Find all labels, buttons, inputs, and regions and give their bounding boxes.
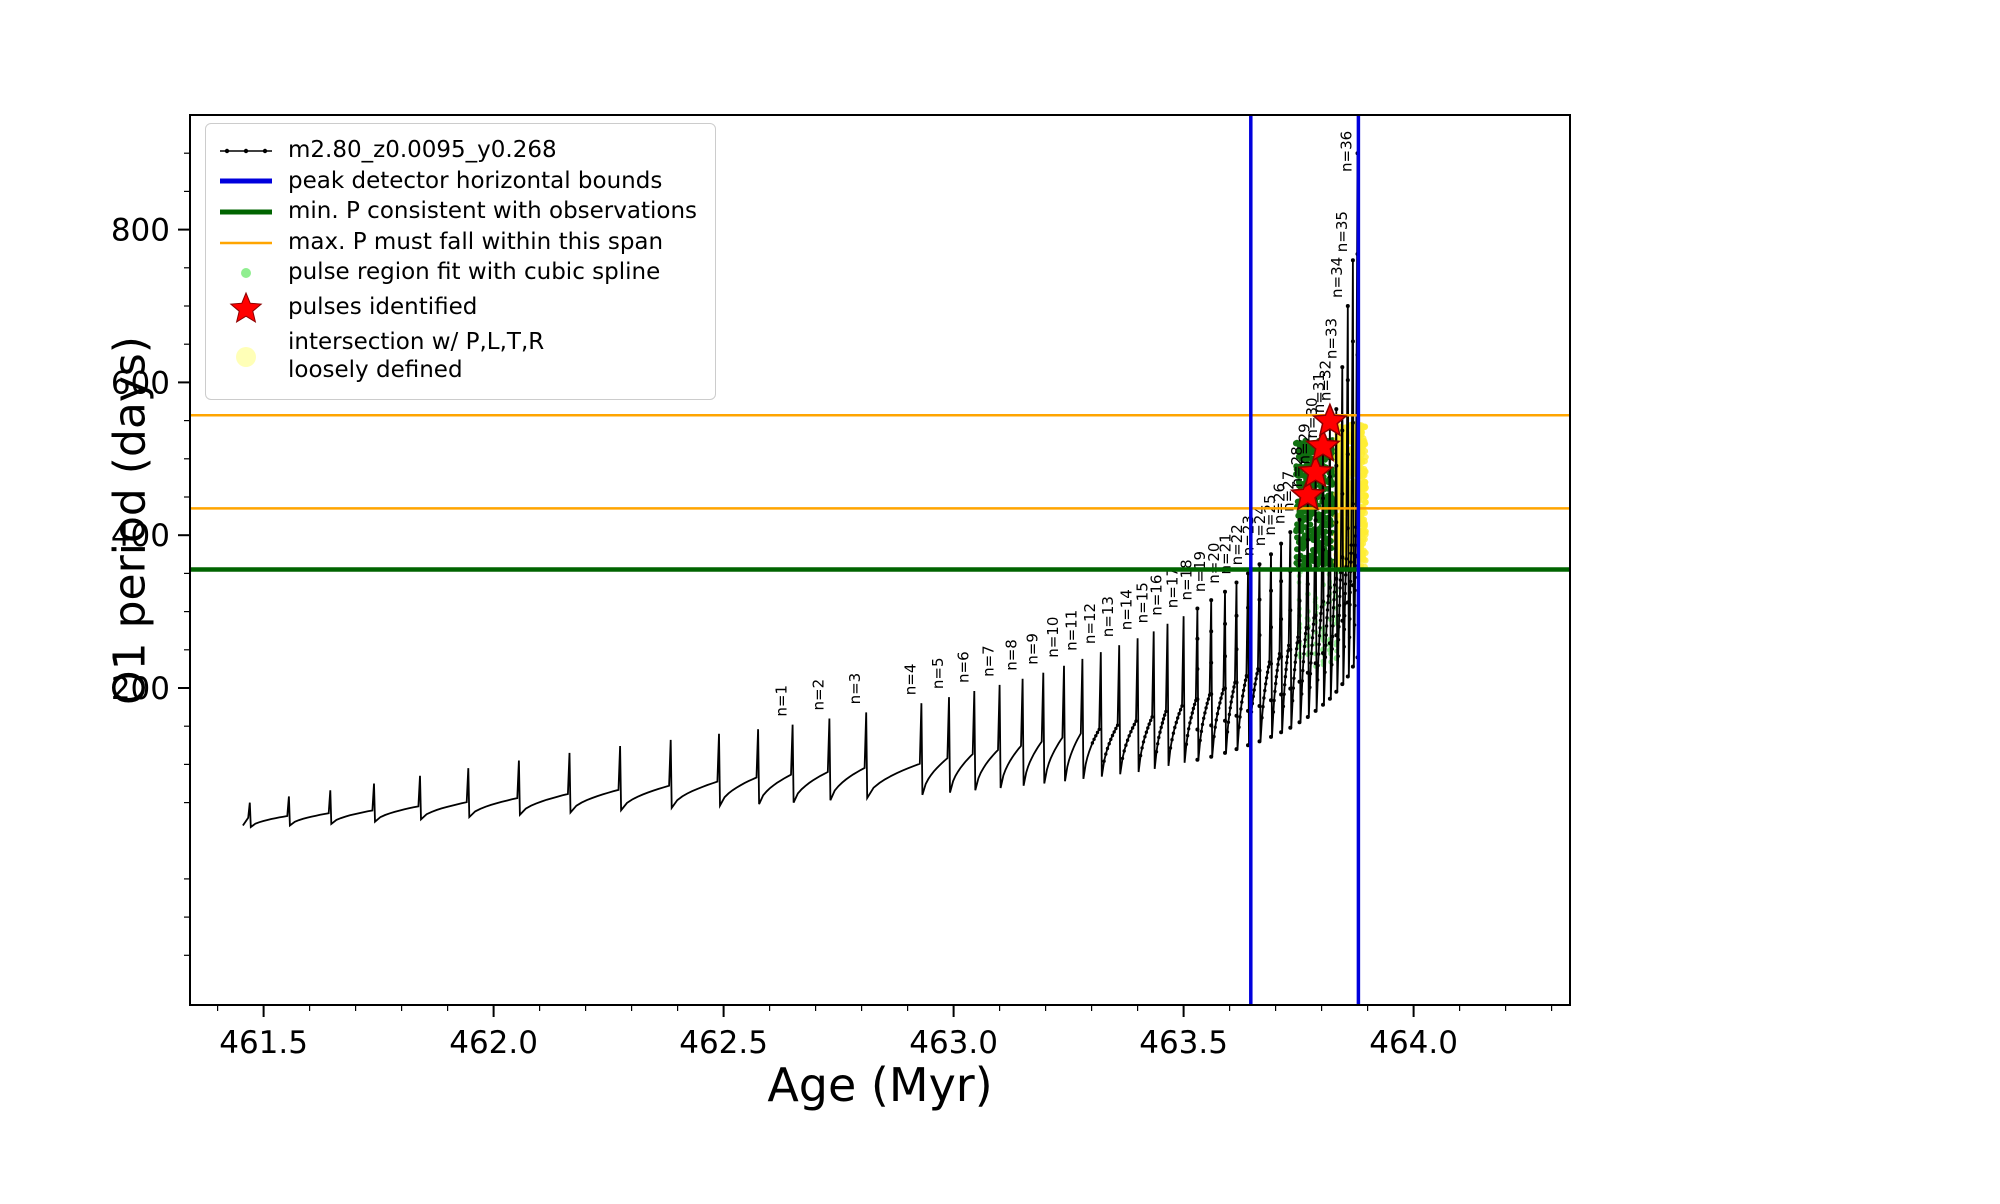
pulse-star bbox=[1304, 427, 1341, 462]
svg-text:n=13: n=13 bbox=[1099, 596, 1117, 637]
legend-entry-pulses-identified: pulses identified bbox=[218, 290, 697, 326]
svg-text:n=12: n=12 bbox=[1081, 603, 1099, 644]
legend-entry-spline-region: pulse region fit with cubic spline bbox=[218, 259, 697, 287]
legend-entry-label: pulse region fit with cubic spline bbox=[288, 259, 661, 286]
svg-text:n=23: n=23 bbox=[1240, 515, 1258, 556]
series-legend-marker-icon bbox=[218, 141, 274, 161]
legend-entry-label: max. P must fall within this span bbox=[288, 228, 664, 255]
svg-text:462.5: 462.5 bbox=[679, 1025, 768, 1061]
svg-text:n=15: n=15 bbox=[1134, 582, 1152, 623]
svg-text:n=2: n=2 bbox=[809, 679, 827, 711]
svg-text:n=29: n=29 bbox=[1296, 423, 1314, 464]
svg-text:n=34: n=34 bbox=[1328, 257, 1346, 298]
min-p-legend-marker-icon bbox=[218, 202, 274, 222]
legend-entry-min-p: min. P consistent with observations bbox=[218, 198, 697, 226]
svg-text:462.0: 462.0 bbox=[449, 1025, 538, 1061]
legend-entry-peak-bounds: peak detector horizontal bounds bbox=[218, 168, 697, 196]
svg-text:800: 800 bbox=[111, 212, 170, 248]
y-axis-title: O1 period (days) bbox=[104, 336, 156, 705]
svg-text:n=4: n=4 bbox=[901, 664, 919, 696]
pulse-star bbox=[1311, 402, 1348, 437]
svg-text:463.0: 463.0 bbox=[909, 1025, 998, 1061]
svg-text:n=16: n=16 bbox=[1148, 575, 1166, 616]
legend-entry-label: intersection w/ P,L,T,R loosely defined bbox=[288, 328, 545, 383]
svg-text:n=24: n=24 bbox=[1251, 505, 1269, 546]
svg-text:n=3: n=3 bbox=[846, 673, 864, 705]
svg-text:n=20: n=20 bbox=[1205, 543, 1223, 584]
svg-text:461.5: 461.5 bbox=[219, 1025, 308, 1061]
svg-text:n=17: n=17 bbox=[1164, 567, 1182, 608]
svg-text:n=8: n=8 bbox=[1003, 639, 1021, 671]
pulse-star bbox=[1297, 453, 1334, 488]
axis-ticks: 461.5 462.0 462.5 463.0 463.5 464.0 200 400 600 8… bbox=[111, 152, 1553, 1061]
svg-text:n=36: n=36 bbox=[1338, 131, 1356, 172]
legend-entry-label: min. P consistent with observations bbox=[288, 198, 698, 225]
svg-text:n=14: n=14 bbox=[1118, 589, 1136, 630]
pulses-identified-legend-marker-icon bbox=[218, 290, 274, 326]
svg-text:n=30: n=30 bbox=[1303, 397, 1321, 438]
legend-entry-series: m2.80_z0.0095_y0.268 bbox=[218, 137, 697, 165]
svg-text:n=26: n=26 bbox=[1270, 483, 1288, 524]
legend-entry-label: m2.80_z0.0095_y0.268 bbox=[288, 137, 557, 163]
svg-text:n=11: n=11 bbox=[1062, 610, 1080, 651]
spline-region-legend-marker-icon bbox=[218, 263, 274, 283]
pulse-star bbox=[1289, 476, 1326, 511]
svg-text:n=28: n=28 bbox=[1288, 446, 1306, 487]
svg-text:n=22: n=22 bbox=[1228, 524, 1246, 565]
svg-text:n=33: n=33 bbox=[1322, 318, 1340, 359]
svg-text:400: 400 bbox=[111, 518, 170, 554]
svg-text:n=6: n=6 bbox=[954, 651, 972, 683]
svg-text:n=21: n=21 bbox=[1217, 533, 1235, 574]
svg-text:n=35: n=35 bbox=[1333, 211, 1351, 252]
svg-text:n=9: n=9 bbox=[1023, 633, 1041, 665]
legend-entry-label: peak detector horizontal bounds bbox=[288, 167, 663, 194]
svg-text:n=10: n=10 bbox=[1044, 617, 1062, 658]
svg-text:600: 600 bbox=[111, 365, 170, 401]
legend-entry-intersection: intersection w/ P,L,T,R loosely defined bbox=[218, 329, 697, 384]
series-markers bbox=[1090, 151, 1360, 763]
intersection-legend-marker-icon bbox=[218, 344, 274, 370]
peak-bounds-legend-marker-icon bbox=[218, 171, 274, 191]
svg-text:n=32: n=32 bbox=[1316, 360, 1334, 401]
svg-text:464.0: 464.0 bbox=[1369, 1025, 1458, 1061]
svg-text:n=5: n=5 bbox=[929, 657, 947, 689]
axes-frame bbox=[189, 114, 1571, 1006]
max-p-span-legend-marker-icon bbox=[218, 233, 274, 253]
svg-text:463.5: 463.5 bbox=[1139, 1025, 1228, 1061]
pulse-number-labels: n=1 n=2 n=3 n=4 n=5 n=6 n=7 n=8 n=9 n=10 n=11 n=12 n… bbox=[773, 131, 1356, 717]
svg-text:n=25: n=25 bbox=[1261, 494, 1279, 535]
legend-entry-label: pulses identified bbox=[288, 294, 478, 321]
legend-entry-max-p-span: max. P must fall within this span bbox=[218, 229, 697, 257]
svg-text:n=1: n=1 bbox=[773, 685, 791, 717]
svg-text:n=31: n=31 bbox=[1310, 372, 1328, 413]
svg-text:n=7: n=7 bbox=[980, 645, 998, 677]
svg-text:n=27: n=27 bbox=[1280, 471, 1298, 512]
x-axis-title: Age (Myr) bbox=[767, 1058, 993, 1112]
svg-text:200: 200 bbox=[111, 671, 170, 707]
